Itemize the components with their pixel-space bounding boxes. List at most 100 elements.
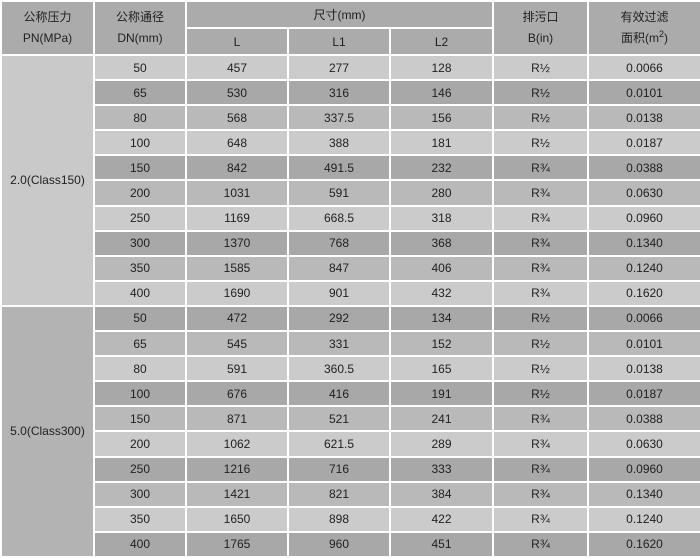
cell-l1: 360.5 [287,355,391,383]
table-row: 80 568 337.5 156 R½ 0.0138 [1,104,700,132]
table-row: 150 842 491.5 232 R¾ 0.0388 [1,154,700,182]
cell-l: 1062 [185,430,289,458]
cell-l2: 191 [389,380,494,408]
cell-l1: 491.5 [287,154,391,182]
cell-l2: 232 [389,154,494,182]
cell-l1: 898 [287,505,391,533]
table-row: 200 1031 591 280 R¾ 0.0630 [1,179,700,207]
cell-area: 0.0101 [587,330,700,358]
pn-section-cell: 2.0(Class150) [0,54,95,307]
cell-area: 0.0187 [587,129,700,157]
cell-l: 1370 [185,229,289,257]
cell-l1: 331 [287,330,391,358]
cell-b: R¾ [492,254,589,282]
cell-area: 0.1340 [587,229,700,257]
table-header: 公称压力 PN(MPa) 公称通径 DN(mm) 尺寸(mm) 排污口 B(in… [0,0,700,56]
cell-b: R¾ [492,505,589,533]
table-row: 250 1216 716 333 R¾ 0.0960 [1,455,700,483]
cell-l: 676 [185,380,289,408]
cell-l2: 146 [389,79,494,107]
cell-l1: 960 [287,530,391,558]
cell-l1: 416 [287,380,391,408]
header-area: 有效过滤 面积(m2) [587,0,700,56]
cell-l: 1421 [185,480,289,508]
cell-l: 1650 [185,505,289,533]
cell-b: R¾ [492,204,589,232]
cell-dn: 80 [93,355,187,383]
cell-l1: 768 [287,229,391,257]
table-row: 5.0(Class300) 50 472 292 134 R½ 0.0066 [0,304,700,558]
header-col-l2: L2 [389,27,494,56]
cell-l2: 432 [389,279,494,307]
cell-area: 0.0066 [587,53,700,82]
cell-l1: 292 [287,304,391,333]
cell-l: 1690 [185,279,289,307]
cell-area: 0.0138 [587,104,700,132]
cell-dn: 350 [93,505,187,533]
cell-area: 0.0388 [587,405,700,433]
header-dn-line2: DN(mm) [117,31,163,45]
cell-area: 0.0388 [587,154,700,182]
cell-b: R½ [492,53,589,82]
cell-l: 457 [185,53,289,82]
header-area-line1: 有效过滤 [620,10,669,24]
cell-l1: 316 [287,79,391,107]
header-pn: 公称压力 PN(MPa) [0,0,95,56]
cell-l: 1585 [185,254,289,282]
cell-area: 0.0630 [587,430,700,458]
table-row: 200 1062 621.5 289 R¾ 0.0630 [1,430,700,458]
cell-area: 0.0960 [587,204,700,232]
cell-l1: 847 [287,254,391,282]
table-row: 80 591 360.5 165 R½ 0.0138 [1,355,700,383]
table-row: 250 1169 668.5 318 R¾ 0.0960 [1,204,700,232]
cell-l2: 128 [389,53,494,82]
cell-area: 0.1340 [587,480,700,508]
cell-l1: 521 [287,405,391,433]
header-pn-line2: PN(MPa) [22,31,73,45]
cell-l2: 368 [389,229,494,257]
cell-l1: 388 [287,129,391,157]
cell-b: R¾ [492,179,589,207]
table-row: 150 871 521 241 R¾ 0.0388 [1,405,700,433]
cell-dn: 200 [93,430,187,458]
cell-b: R½ [492,304,589,333]
cell-dn: 300 [93,480,187,508]
cell-b: R¾ [492,430,589,458]
cell-dn: 150 [93,154,187,182]
cell-area: 0.0066 [587,304,700,333]
cell-b: R¾ [492,279,589,307]
cell-area: 0.1620 [587,530,700,558]
cell-l2: 384 [389,480,494,508]
table-row: 100 676 416 191 R½ 0.0187 [1,380,700,408]
cell-l: 1031 [185,179,289,207]
cell-area: 0.1240 [587,505,700,533]
header-area-line2: 面积(m2) [620,29,668,46]
cell-l2: 406 [389,254,494,282]
cell-b: R¾ [492,530,589,558]
table-row: 350 1650 898 422 R¾ 0.1240 [1,505,700,533]
cell-l: 871 [185,405,289,433]
header-col-l: L [185,27,289,56]
table-row: 400 1690 901 432 R¾ 0.1620 [1,279,700,307]
cell-dn: 100 [93,380,187,408]
cell-b: R½ [492,330,589,358]
cell-dn: 80 [93,104,187,132]
cell-l1: 277 [287,53,391,82]
cell-area: 0.1620 [587,279,700,307]
table-row: 2.0(Class150) 50 457 277 128 R½ 0.0066 [0,53,700,307]
cell-dn: 65 [93,330,187,358]
cell-l: 568 [185,104,289,132]
cell-dn: 100 [93,129,187,157]
cell-l: 1216 [185,455,289,483]
cell-area: 0.0630 [587,179,700,207]
table-row: 300 1421 821 384 R¾ 0.1340 [1,480,700,508]
cell-b: R¾ [492,455,589,483]
cell-area: 0.0187 [587,380,700,408]
cell-l2: 422 [389,505,494,533]
cell-dn: 65 [93,79,187,107]
cell-l2: 451 [389,530,494,558]
cell-l1: 668.5 [287,204,391,232]
table-row: 300 1370 768 368 R¾ 0.1340 [1,229,700,257]
cell-b: R½ [492,104,589,132]
